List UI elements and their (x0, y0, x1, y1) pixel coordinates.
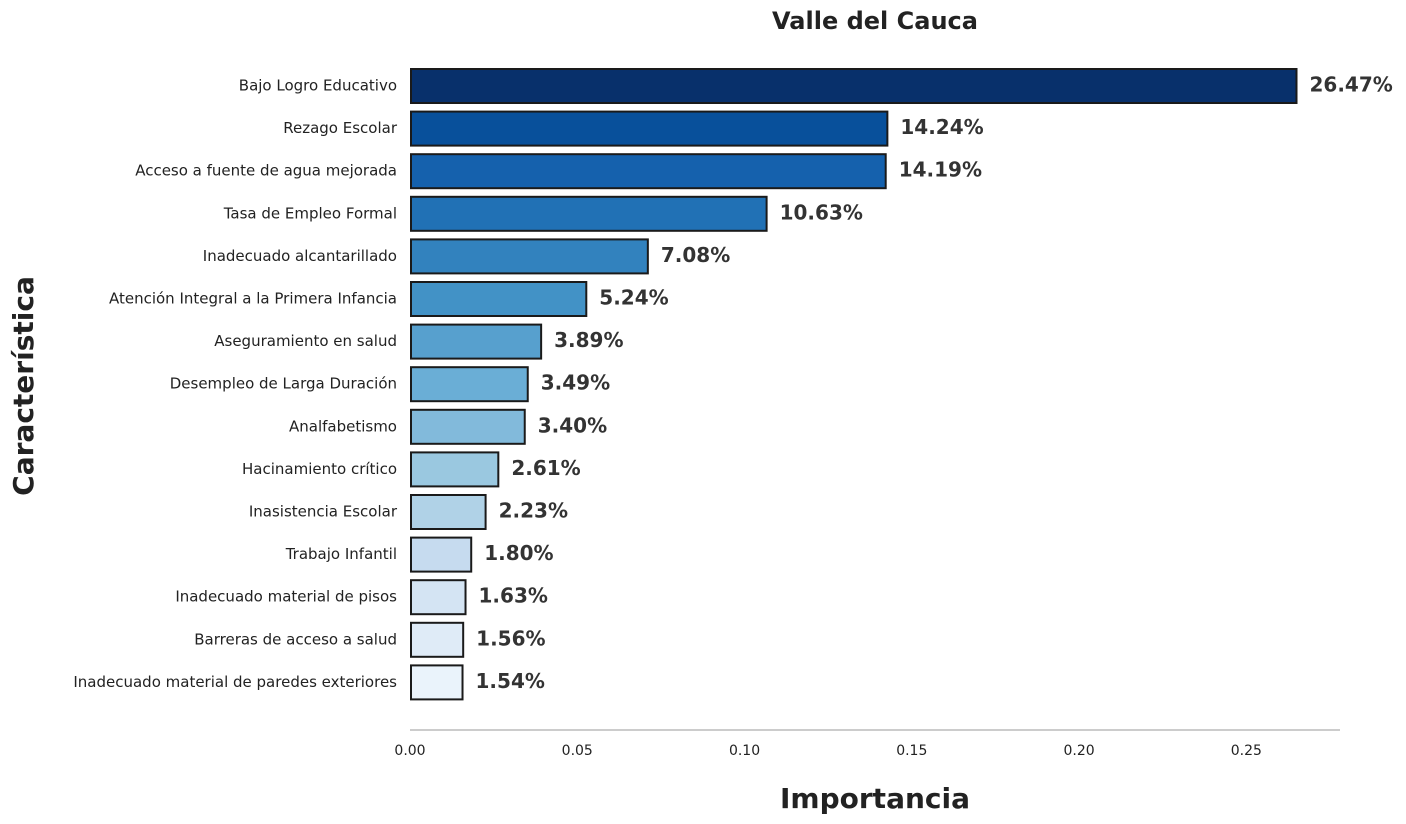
bar (410, 621, 465, 658)
data-label: 5.24% (599, 286, 668, 310)
data-label: 10.63% (780, 200, 863, 224)
data-label: 3.49% (541, 371, 610, 395)
data-label: 14.19% (899, 158, 982, 182)
data-label: 3.89% (554, 328, 623, 352)
data-labels: 26.47% 14.24% 14.19% 10.63% 7.08% 5.24% 3.89% 3… (476, 73, 1393, 693)
x-tick-label: 0.20 (1063, 743, 1094, 759)
data-label: 1.54% (476, 669, 545, 693)
bar (410, 366, 529, 403)
y-tick-label: Tasa de Empleo Formal (223, 204, 397, 222)
bar (410, 153, 887, 190)
y-tick-label: Inadecuado alcantarillado (203, 247, 397, 265)
bar (410, 68, 1298, 104)
y-tick-label: Atención Integral a la Primera Infancia (109, 290, 397, 308)
y-tick-label: Bajo Logro Educativo (239, 77, 397, 95)
data-label: 1.56% (476, 626, 545, 650)
bar (410, 323, 543, 360)
y-tick-labels: Bajo Logro Educativo Rezago Escolar Acceso… (73, 77, 397, 691)
bar (410, 110, 889, 147)
bar (410, 536, 473, 573)
bar (410, 281, 588, 317)
y-tick-label: Hacinamiento crítico (242, 460, 397, 478)
data-label: 1.63% (479, 584, 548, 608)
data-label: 2.23% (499, 499, 568, 523)
bar (410, 451, 500, 488)
data-label: 3.40% (538, 413, 607, 437)
x-axis-label: Importancia (780, 782, 970, 815)
y-tick-label: Inasistencia Escolar (249, 503, 398, 521)
x-tick-label: 0.15 (896, 743, 927, 759)
y-axis-label: Característica (7, 276, 40, 496)
bar (410, 579, 467, 616)
y-tick-label: Inadecuado material de pisos (175, 588, 397, 606)
bar (410, 664, 464, 701)
bar (410, 238, 649, 275)
chart-title: Valle del Cauca (772, 7, 978, 35)
y-tick-label: Trabajo Infantil (285, 545, 397, 563)
data-label: 2.61% (511, 456, 580, 480)
data-label: 26.47% (1310, 73, 1393, 97)
data-label: 1.80% (484, 541, 553, 565)
y-tick-label: Aseguramiento en salud (214, 332, 397, 350)
x-tick-label: 0.10 (729, 743, 760, 759)
data-label: 14.24% (900, 115, 983, 139)
bar (410, 195, 768, 232)
y-tick-label: Rezago Escolar (283, 119, 398, 137)
bars-group (410, 68, 1298, 701)
data-label: 7.08% (661, 243, 730, 267)
x-tick-labels: 0.00 0.05 0.10 0.15 0.20 0.25 (394, 743, 1262, 759)
y-tick-label: Analfabetismo (289, 417, 397, 435)
y-tick-label: Inadecuado material de paredes exteriore… (73, 673, 397, 691)
bar (410, 408, 526, 445)
x-tick-label: 0.25 (1231, 743, 1262, 759)
x-tick-label: 0.05 (562, 743, 593, 759)
y-tick-label: Barreras de acceso a salud (194, 630, 397, 648)
y-tick-label: Desempleo de Larga Duración (170, 375, 397, 393)
y-tick-label: Acceso a fuente de agua mejorada (135, 162, 397, 180)
x-tick-label: 0.00 (394, 743, 425, 759)
bar (410, 494, 487, 530)
